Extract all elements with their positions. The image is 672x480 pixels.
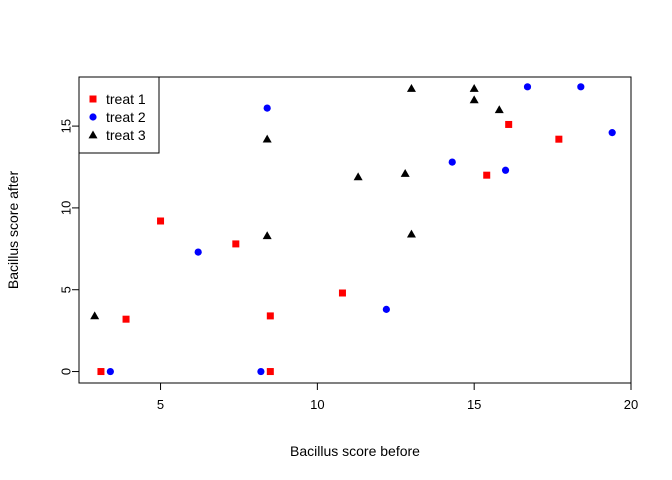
data-point xyxy=(262,231,272,240)
x-tick-label: 5 xyxy=(157,397,164,412)
data-point xyxy=(90,311,100,320)
data-point xyxy=(505,120,513,128)
data-point xyxy=(106,367,114,376)
data-point xyxy=(122,315,130,323)
data-point xyxy=(157,217,165,225)
legend-label: treat 3 xyxy=(106,127,146,143)
data-point xyxy=(338,289,346,297)
data-point xyxy=(448,158,456,166)
x-axis: 5 10 15 20 xyxy=(157,382,638,412)
data-point xyxy=(608,129,616,137)
legend-label: treat 1 xyxy=(106,91,146,107)
data-point xyxy=(400,169,410,177)
data-point xyxy=(262,134,272,143)
y-axis: 0 5 10 15 xyxy=(59,119,80,375)
y-axis-title: Bacillus score after xyxy=(5,171,21,290)
data-point xyxy=(501,166,510,174)
x-tick-label: 20 xyxy=(624,397,638,412)
data-point xyxy=(194,248,202,256)
y-tick-label: 15 xyxy=(59,119,74,133)
data-point xyxy=(97,368,105,376)
data-point xyxy=(469,95,479,104)
data-point xyxy=(266,312,274,320)
data-point xyxy=(555,135,563,143)
data-point xyxy=(483,171,491,179)
legend-marker xyxy=(89,113,97,121)
data-point xyxy=(577,83,585,91)
data-point xyxy=(266,368,274,376)
data-point xyxy=(257,367,265,376)
x-tick-label: 15 xyxy=(467,397,481,412)
series-3 xyxy=(90,83,504,320)
data-point xyxy=(382,305,390,313)
data-point xyxy=(494,105,504,114)
series-1 xyxy=(97,120,563,376)
legend-marker xyxy=(89,95,97,103)
y-tick-label: 5 xyxy=(59,286,74,293)
plot-frame xyxy=(78,76,632,384)
data-point xyxy=(263,104,271,112)
data-point xyxy=(232,240,240,248)
data-point xyxy=(469,83,479,92)
data-point xyxy=(523,83,532,91)
series-2 xyxy=(106,83,616,376)
legend: treat 1 treat 2 treat 3 xyxy=(78,76,160,154)
y-tick-label: 10 xyxy=(59,201,74,215)
x-axis-title: Bacillus score before xyxy=(290,443,420,459)
x-tick-label: 10 xyxy=(310,397,324,412)
legend-marker xyxy=(88,130,98,139)
data-points xyxy=(90,83,616,376)
data-point xyxy=(406,229,416,238)
y-tick-label: 0 xyxy=(59,368,74,375)
legend-label: treat 2 xyxy=(106,109,146,125)
data-point xyxy=(353,172,363,181)
data-point xyxy=(406,83,416,92)
